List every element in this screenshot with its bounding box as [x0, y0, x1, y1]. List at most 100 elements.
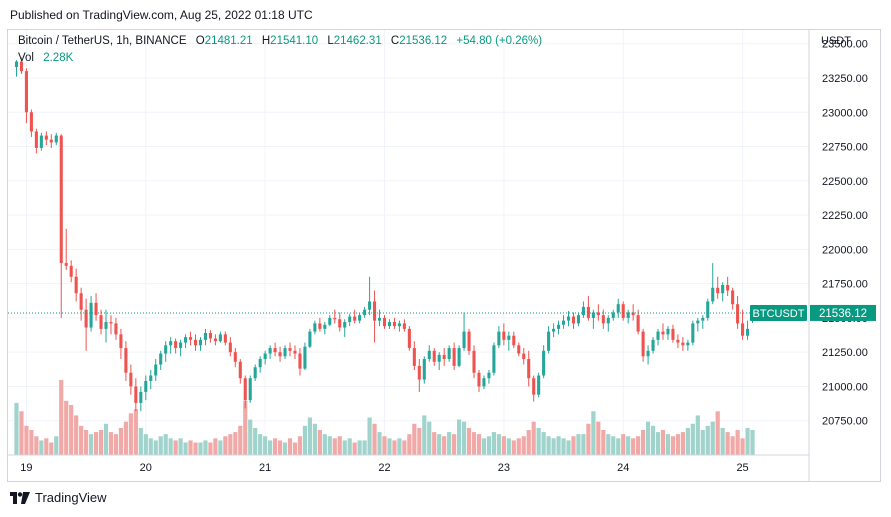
candle-body	[348, 316, 352, 323]
volume-bar	[317, 430, 322, 455]
candle-body	[517, 345, 521, 354]
volume-bar	[645, 421, 651, 455]
volume-bar	[486, 436, 492, 455]
candle-body	[74, 276, 78, 294]
candle-body	[24, 71, 28, 113]
y-tick-label: 21750.00	[822, 279, 868, 291]
volume-bar	[253, 427, 258, 455]
volume-bar	[442, 436, 447, 455]
volume-bar	[636, 436, 641, 455]
candle-body	[646, 350, 650, 357]
volume-bar	[496, 434, 501, 455]
candle-body	[482, 378, 486, 387]
volume-bar	[113, 434, 119, 455]
candle-body	[586, 306, 590, 318]
footer-brand[interactable]: TradingView	[10, 490, 107, 505]
candle-body	[581, 306, 585, 316]
x-tick-label: 20	[140, 462, 152, 474]
candle-body	[243, 378, 247, 401]
volume-bar	[39, 440, 44, 455]
candle-body	[94, 302, 98, 316]
volume-bar	[297, 436, 303, 455]
close-label: C	[390, 35, 400, 47]
x-tick-label: 25	[736, 462, 748, 474]
open-value: 21481.21	[204, 35, 253, 47]
candle-body	[606, 317, 610, 324]
symbol-title: Bitcoin / TetherUS, 1h, BINANCE	[18, 35, 187, 47]
candle-body	[711, 287, 715, 302]
volume-bar	[591, 411, 596, 455]
chart-frame	[7, 29, 881, 482]
volume-bar	[417, 427, 422, 455]
volume-bar	[258, 434, 263, 455]
candle-body	[59, 135, 63, 264]
candle-body	[303, 346, 307, 369]
candle-body	[557, 324, 561, 329]
volume-bar	[24, 425, 29, 455]
volume-bar	[466, 427, 472, 455]
volume-bar	[377, 432, 382, 455]
volume-bar	[670, 436, 676, 455]
candle-body	[223, 334, 227, 343]
volume-bar	[69, 405, 74, 455]
price-tag-value: 21536.12	[819, 308, 867, 320]
volume-bar	[685, 427, 690, 455]
candle-body	[591, 312, 595, 318]
candle-body	[492, 345, 496, 373]
candle-body	[64, 263, 68, 266]
volume-bar	[79, 425, 84, 455]
volume-bar	[551, 438, 556, 455]
volume-bar	[34, 436, 39, 455]
volume-bar	[54, 436, 59, 455]
candle-body	[666, 328, 670, 335]
volume-bar	[153, 440, 158, 455]
volume-bar	[581, 434, 586, 455]
chart-canvas[interactable]: 23500.00 23250.00 23000.00 22750.00 22500.00…	[8, 30, 880, 481]
candle-body	[273, 348, 277, 353]
candle-body	[382, 317, 387, 327]
volume-bar	[248, 419, 253, 455]
volume-bar	[491, 432, 496, 455]
candle-body	[462, 331, 466, 349]
published-caption: Published on TradingView.com, Aug 25, 20…	[10, 8, 313, 22]
candle-body	[736, 304, 740, 324]
y-tick-label: 21250.00	[822, 347, 868, 359]
candle-body	[726, 285, 730, 291]
candle-body	[477, 372, 481, 387]
candle-body	[283, 348, 287, 357]
candle-body	[636, 315, 640, 332]
axis-currency: USDT	[821, 35, 851, 47]
volume-bar	[432, 432, 437, 455]
candle-body	[288, 348, 292, 351]
candle-body	[681, 342, 685, 346]
grid-lines	[8, 30, 809, 455]
volume-bar	[556, 436, 561, 455]
volume-bar	[631, 438, 636, 455]
candle-body	[621, 304, 625, 318]
volume-bar	[427, 421, 432, 455]
volume-bar	[218, 440, 223, 455]
candle-body	[198, 339, 203, 346]
candle-body	[253, 367, 257, 379]
candle-body	[278, 352, 282, 357]
x-tick-label: 19	[20, 462, 32, 474]
volume-bar	[173, 440, 178, 455]
volume-bar	[367, 417, 372, 455]
candle-body	[576, 315, 580, 324]
volume-bar	[526, 430, 531, 455]
volume-bar	[198, 442, 203, 455]
volume-bar	[282, 442, 288, 455]
candle-body	[109, 322, 113, 324]
candle-body	[343, 322, 347, 328]
candle-body	[263, 353, 267, 360]
volume-bar	[19, 411, 24, 455]
y-tick-label: 22500.00	[822, 176, 868, 188]
volume-bar	[273, 438, 278, 455]
candle-body	[29, 112, 33, 132]
candle-body	[373, 301, 377, 321]
volume-bar	[138, 427, 143, 455]
candle-body	[392, 322, 396, 327]
candle-body	[616, 304, 620, 313]
candle-body	[716, 287, 720, 294]
candle-body	[686, 342, 690, 346]
